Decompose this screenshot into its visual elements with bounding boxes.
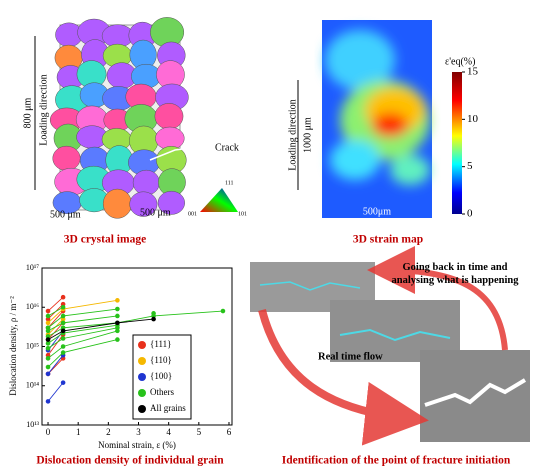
legend-marker xyxy=(138,389,146,397)
x-tick-label: 3 xyxy=(136,427,141,437)
point xyxy=(115,307,120,312)
grains xyxy=(50,17,205,218)
caption: 3D strain map xyxy=(353,234,423,246)
colorbar xyxy=(452,72,462,214)
strain-panel: Loading direction 1000 μm 500μm ε'eq(%) … xyxy=(287,20,478,246)
direction-label: Loading direction xyxy=(287,99,298,170)
width-label: 500μm xyxy=(363,206,391,217)
point xyxy=(46,329,51,334)
back-label: Going back in time and analysing what is … xyxy=(392,262,520,286)
y-tick-label: 10¹⁶ xyxy=(26,302,39,311)
legend-marker xyxy=(138,341,146,349)
point xyxy=(115,321,120,326)
point xyxy=(115,314,120,319)
legend-label: {111} xyxy=(150,339,171,349)
width-label: 500 μm xyxy=(140,207,171,218)
x-axis-label: Nominal strain, ε (%) xyxy=(98,440,176,450)
x-tick-label: 4 xyxy=(166,427,171,437)
point xyxy=(46,346,51,351)
point xyxy=(115,329,120,334)
x-tick-label: 0 xyxy=(46,427,51,437)
y-tick-label: 10¹⁷ xyxy=(26,263,39,272)
caption: Identification of the point of fracture … xyxy=(282,455,511,467)
crystal-panel: 800 μm Loading direction Crack 500 μm 50… xyxy=(22,17,247,245)
colorbar-tick-label: 15 xyxy=(467,66,479,78)
grain-line xyxy=(48,383,63,402)
x-tick-label: 1 xyxy=(76,427,81,437)
legend-label: {100} xyxy=(150,371,172,381)
colorbar-tick-label: 5 xyxy=(467,160,473,172)
fracture-panel: Going back in time and analysing what is … xyxy=(250,262,530,467)
point xyxy=(61,350,66,355)
crack-label: Crack xyxy=(215,142,239,153)
point xyxy=(61,336,66,341)
flow-label: Real time flow xyxy=(318,351,383,362)
x-tick-label: 2 xyxy=(106,427,111,437)
point xyxy=(221,309,226,314)
point xyxy=(46,399,51,404)
back-text: Going back in time and xyxy=(402,262,507,273)
colorbar-tick-label: 10 xyxy=(467,113,479,125)
point xyxy=(115,298,120,303)
y-tick-label: 10¹³ xyxy=(26,420,39,429)
legend-label: All grains xyxy=(150,403,186,413)
grain-line xyxy=(48,331,63,350)
ipf-label: 111 xyxy=(225,180,234,186)
legend-marker xyxy=(138,405,146,413)
grain xyxy=(155,103,183,129)
legend-label: Others xyxy=(150,387,174,397)
point xyxy=(61,344,66,349)
y-axis-label: Dislocation density, ρ / m⁻² xyxy=(8,296,18,396)
height-label: 800 μm xyxy=(22,97,33,128)
point xyxy=(61,321,66,326)
point xyxy=(46,314,51,319)
grain xyxy=(133,170,159,195)
back-text: analysing what is happening xyxy=(392,275,520,286)
height-label: 1000 μm xyxy=(302,117,313,153)
point xyxy=(46,321,51,326)
point xyxy=(61,314,66,319)
y-tick-label: 10¹⁴ xyxy=(26,381,39,390)
grain xyxy=(103,189,131,218)
width-label: 500 μm xyxy=(50,209,81,220)
point xyxy=(151,317,156,322)
caption: Dislocation density of individual grain xyxy=(36,455,224,467)
point xyxy=(46,309,51,314)
point xyxy=(61,295,66,300)
colorbar-tick-label: 0 xyxy=(467,208,473,220)
point xyxy=(115,337,120,342)
point xyxy=(46,372,51,377)
point xyxy=(61,380,66,385)
ipf-label: 001 xyxy=(188,211,197,217)
legend-marker xyxy=(138,357,146,365)
x-tick-label: 6 xyxy=(227,427,232,437)
caption: 3D crystal image xyxy=(64,234,146,246)
ipf-label: 101 xyxy=(238,211,247,217)
point xyxy=(61,329,66,334)
point xyxy=(46,356,51,361)
y-tick-label: 10¹⁵ xyxy=(26,341,39,350)
point xyxy=(46,337,51,342)
legend-label: {110} xyxy=(150,355,172,365)
figure: 800 μm Loading direction Crack 500 μm 50… xyxy=(0,0,533,467)
colorbar-ticks: 0 5 10 15 xyxy=(462,66,479,220)
direction-label: Loading direction xyxy=(38,74,49,145)
point xyxy=(46,365,51,370)
point xyxy=(61,305,66,310)
ipf-triangle xyxy=(200,188,238,212)
x-tick-label: 5 xyxy=(197,427,202,437)
chart: Dislocation density, ρ / m⁻² Nominal str… xyxy=(8,263,232,467)
grain xyxy=(53,146,80,170)
legend-marker xyxy=(138,373,146,381)
